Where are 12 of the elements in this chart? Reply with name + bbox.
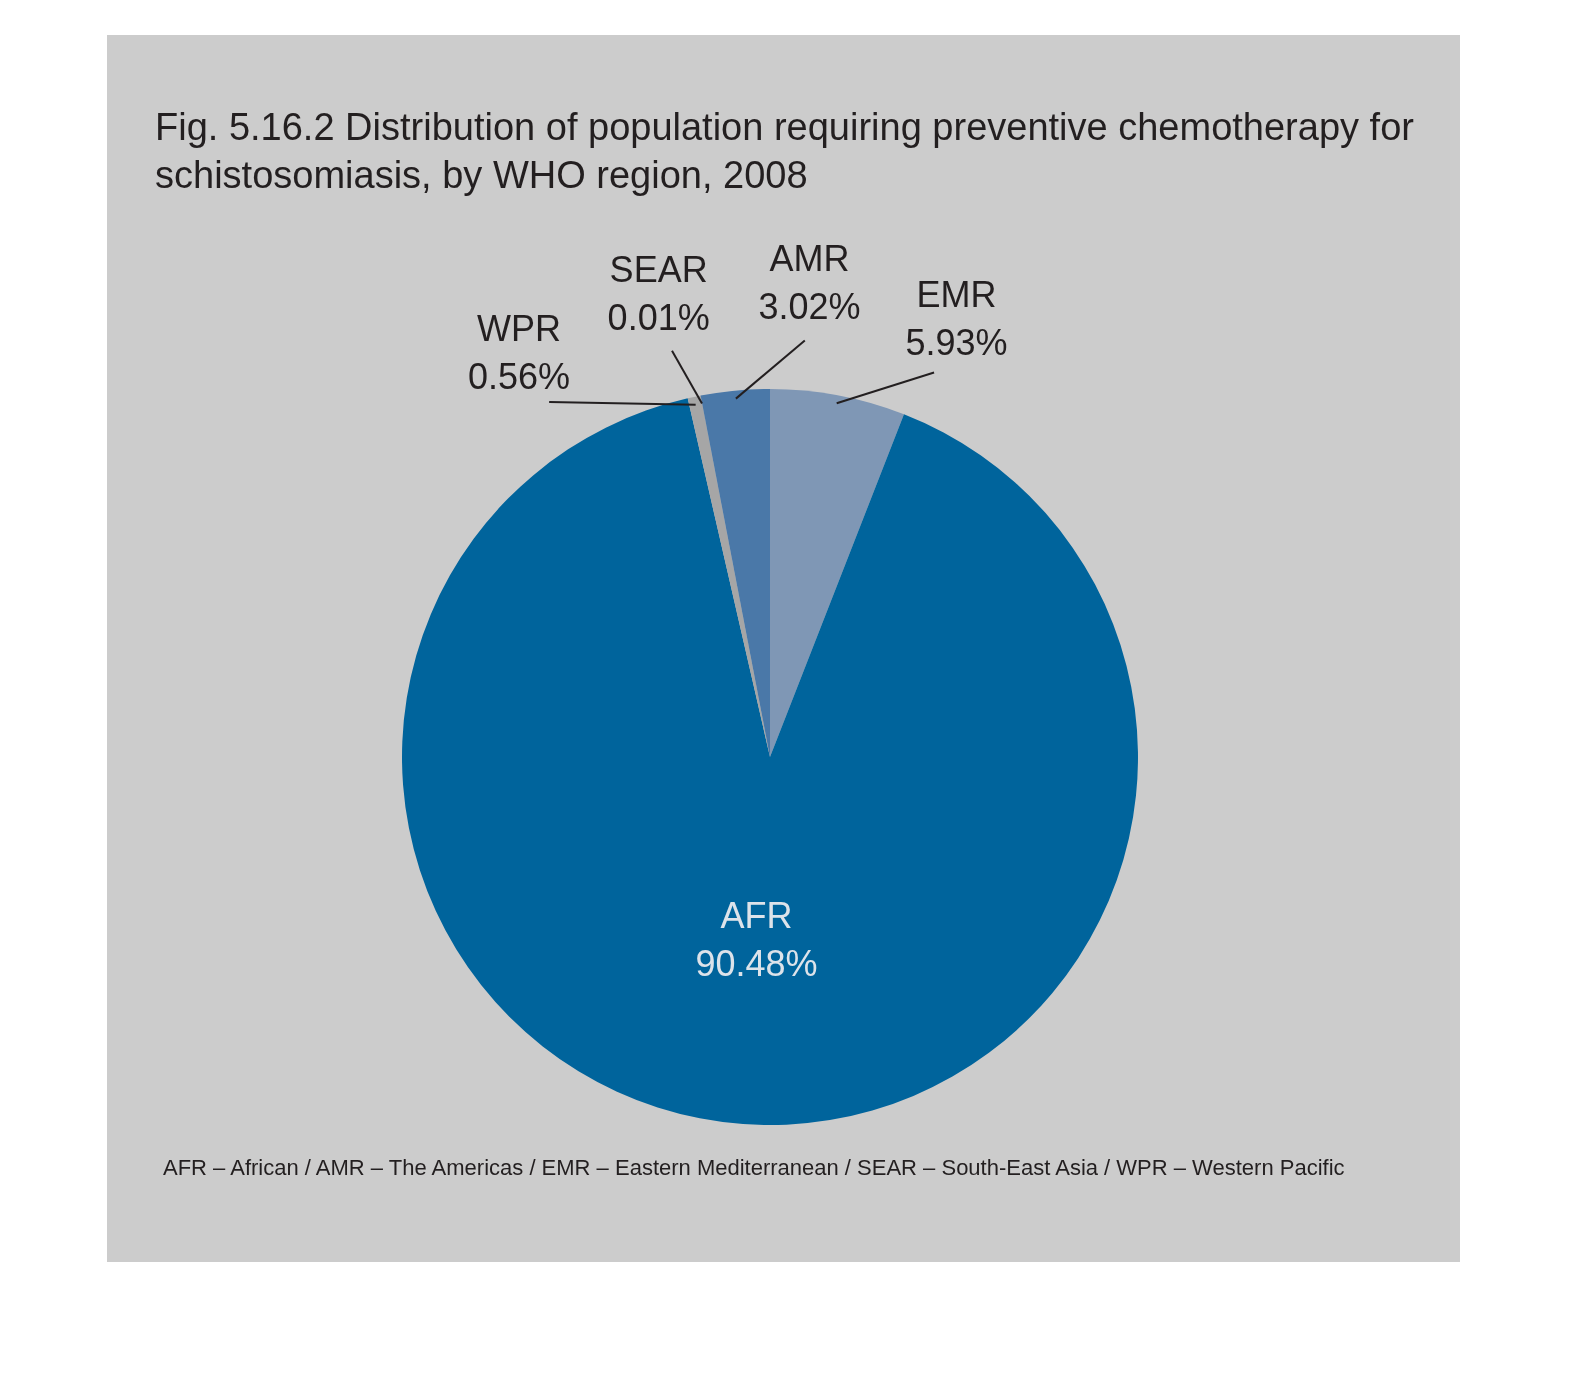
slice-label: AFR (720, 894, 793, 936)
slice-label: SEAR (609, 249, 708, 291)
slice-label: AMR (769, 237, 850, 279)
data-label: 0.01% (607, 297, 710, 339)
data-label: 5.93% (905, 322, 1008, 364)
text: AFR – African / AMR – The Americas / EMR – Eastern Mediterranean / SEAR – South-East Asia / WPR – Western Pacific (163, 1155, 1345, 1181)
data-label: 0.56% (468, 355, 571, 397)
data-label: 3.02% (758, 285, 861, 327)
data-label: 90.48% (695, 942, 818, 984)
slice-label: EMR (916, 274, 997, 316)
slice-label: WPR (477, 307, 562, 349)
chart-title: Fig. 5.16.2 Distribution of population requiring preventive chemotherapy for schistosomiasis, by WHO region, 2008 (155, 105, 1415, 198)
